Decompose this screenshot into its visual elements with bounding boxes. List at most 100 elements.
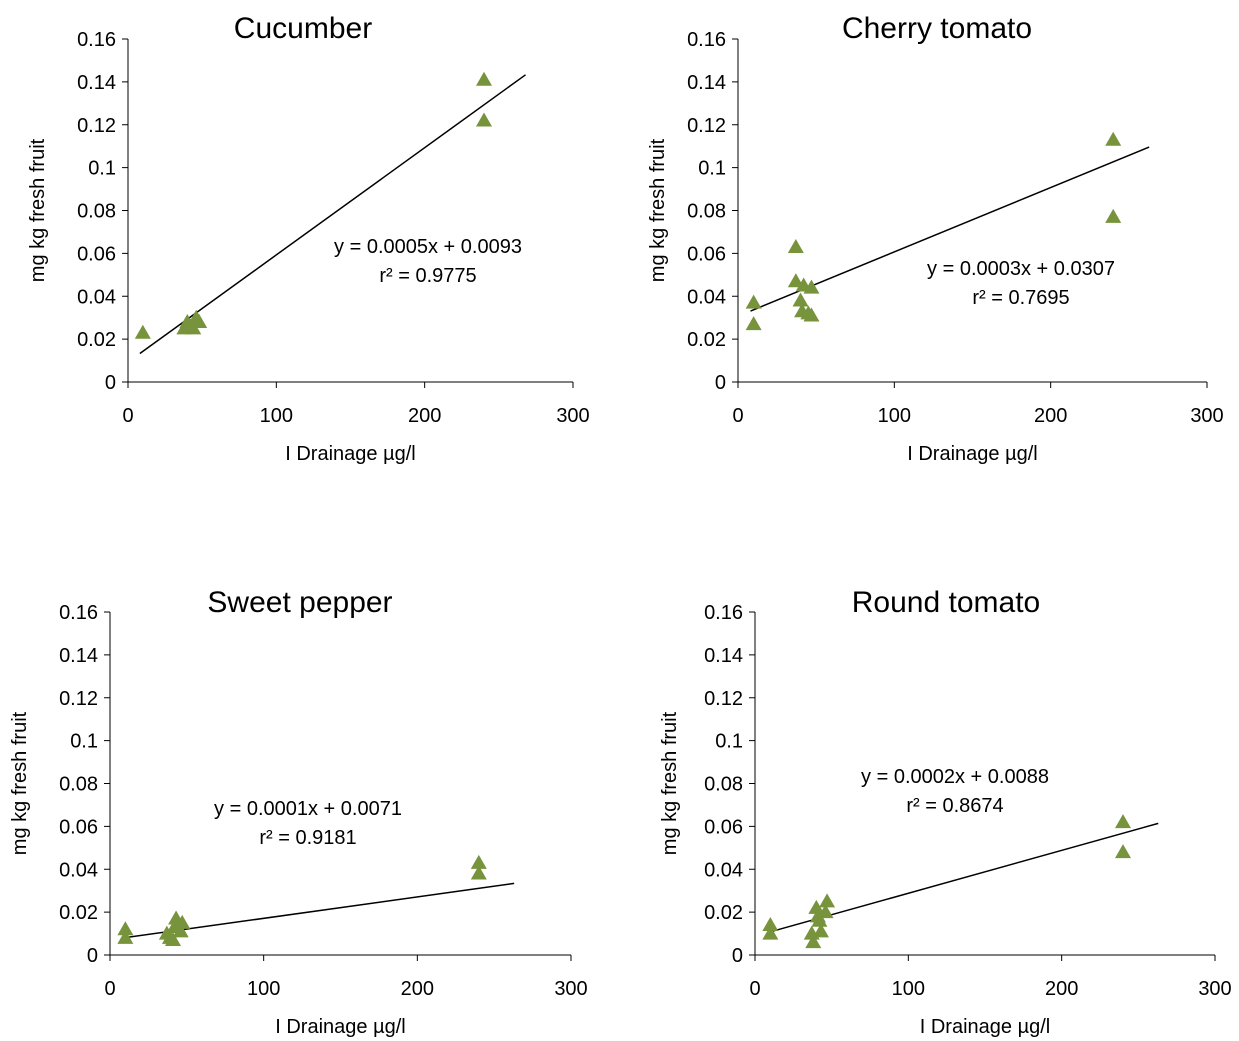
data-point [808, 899, 825, 914]
y-tick-label: 0.04 [59, 859, 98, 881]
data-point [191, 313, 208, 328]
y-tick-label: 0.04 [77, 286, 116, 308]
y-tick-label: 0.04 [687, 286, 726, 308]
data-point [476, 71, 492, 86]
y-axis-label: mg kg fresh fruit [659, 711, 681, 855]
data-point [1115, 814, 1131, 829]
x-tick-label: 100 [892, 978, 925, 1000]
y-tick-label: 0.08 [704, 774, 743, 796]
data-point [787, 238, 804, 253]
y-tick-label: 0.06 [704, 816, 743, 838]
y-tick-label: 0.06 [77, 243, 116, 265]
y-tick-label: 0.02 [77, 329, 116, 351]
chart-panel-2: Cherry tomato 0 0.02 0.04 0.06 0.08 0.1 0.12 0.1… [647, 12, 1224, 465]
y-tick-label: 0.1 [715, 731, 743, 753]
data-point [803, 279, 820, 294]
data-point [745, 294, 762, 309]
r-squared-label: r² = 0.8674 [906, 795, 1003, 817]
y-tick-label: 0.02 [59, 902, 98, 924]
data-point [134, 324, 151, 339]
x-axis-label: I Drainage µg/l [275, 1016, 405, 1038]
x-tick-label: 0 [749, 978, 760, 1000]
y-tick-label: 0.06 [59, 816, 98, 838]
y-axis-label: mg kg fresh fruit [9, 711, 31, 855]
x-axis-label: I Drainage µg/l [285, 443, 415, 465]
r-squared-label: r² = 0.9181 [259, 827, 356, 849]
data-point [745, 316, 762, 331]
y-tick-label: 0.06 [687, 243, 726, 265]
data-point [470, 865, 487, 880]
data-point [787, 273, 804, 288]
y-tick-label: 0.1 [698, 158, 726, 180]
trendline [750, 146, 1150, 312]
chart-panel-3: Sweet pepper 0 0.02 0.04 0.06 0.08 0.1 0.12 0.14… [9, 586, 588, 1038]
x-tick-label: 300 [554, 978, 587, 1000]
y-axis-label: mg kg fresh fruit [27, 138, 49, 282]
regression-equation: y = 0.0002x + 0.0088 [861, 766, 1049, 788]
x-tick-label: 100 [260, 405, 293, 427]
y-tick-label: 0.12 [704, 688, 743, 710]
y-tick-label: 0.16 [687, 29, 726, 51]
y-tick-label: 0.08 [77, 201, 116, 223]
x-tick-label: 200 [408, 405, 441, 427]
data-point [819, 893, 836, 908]
data-point [1105, 131, 1122, 146]
data-point [165, 931, 182, 946]
x-tick-label: 300 [556, 405, 589, 427]
regression-equation: y = 0.0005x + 0.0093 [334, 236, 522, 258]
chart-panel-1: Cucumber 0 0.02 0.04 0.06 0.08 0.1 0.12 0.14 0.16… [27, 12, 590, 465]
y-tick-label: 0.02 [687, 329, 726, 351]
y-tick-label: 0.16 [704, 602, 743, 624]
chart-title: Round tomato [852, 586, 1040, 619]
x-axis-label: I Drainage µg/l [907, 443, 1037, 465]
data-point [117, 929, 134, 944]
y-tick-label: 0.14 [77, 72, 116, 94]
x-tick-label: 0 [732, 405, 743, 427]
chart-title: Sweet pepper [207, 586, 392, 619]
x-tick-label: 200 [1034, 405, 1067, 427]
data-point [762, 925, 779, 940]
x-tick-label: 200 [1045, 978, 1078, 1000]
y-tick-label: 0 [105, 372, 116, 394]
trendline [122, 882, 515, 939]
y-tick-label: 0.14 [704, 645, 743, 667]
data-point [812, 923, 829, 938]
data-point [792, 292, 809, 307]
trendline [767, 822, 1159, 934]
y-tick-label: 0.14 [59, 645, 98, 667]
x-tick-label: 300 [1198, 978, 1231, 1000]
data-point [1115, 844, 1131, 859]
trendline [139, 74, 526, 355]
regression-equation: y = 0.0003x + 0.0307 [927, 258, 1115, 280]
r-squared-label: r² = 0.9775 [379, 265, 476, 287]
x-tick-label: 100 [878, 405, 911, 427]
data-point [803, 307, 820, 322]
y-tick-label: 0.08 [687, 201, 726, 223]
chart-title: Cherry tomato [842, 12, 1032, 45]
y-tick-label: 0.16 [59, 602, 98, 624]
x-tick-label: 300 [1190, 405, 1223, 427]
y-tick-label: 0.1 [70, 731, 98, 753]
x-tick-label: 100 [247, 978, 280, 1000]
data-point [174, 914, 191, 929]
regression-equation: y = 0.0001x + 0.0071 [214, 798, 402, 820]
y-tick-label: 0.02 [704, 902, 743, 924]
data-point [470, 854, 487, 869]
y-tick-label: 0.16 [77, 29, 116, 51]
y-tick-label: 0.12 [687, 115, 726, 137]
y-tick-label: 0 [715, 372, 726, 394]
chart-panel-4: Round tomato 0 0.02 0.04 0.06 0.08 0.1 0.12 0.14… [659, 586, 1232, 1038]
y-axis-label: mg kg fresh fruit [647, 138, 669, 282]
data-point [1105, 208, 1122, 223]
y-tick-label: 0 [732, 945, 743, 967]
data-point [817, 904, 834, 919]
data-point [811, 912, 828, 927]
y-tick-label: 0.04 [704, 859, 743, 881]
data-point [476, 112, 492, 127]
y-tick-label: 0.14 [687, 72, 726, 94]
chart-title: Cucumber [234, 12, 372, 45]
x-tick-label: 0 [104, 978, 115, 1000]
data-point [762, 916, 779, 931]
data-point [117, 921, 134, 936]
